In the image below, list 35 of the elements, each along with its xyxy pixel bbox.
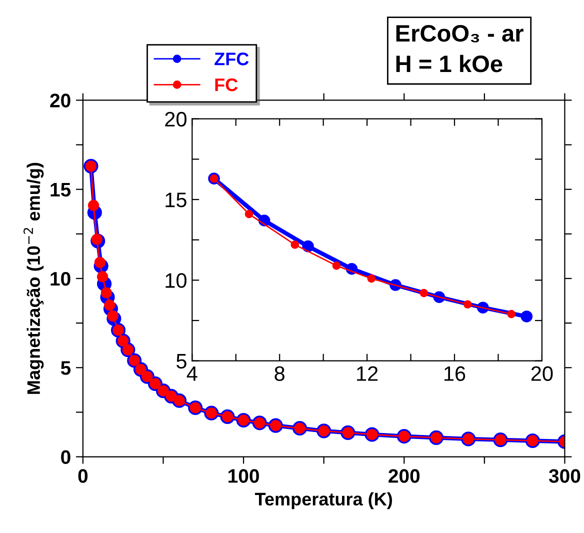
point — [244, 210, 254, 218]
y-tick-label: 10 — [166, 273, 186, 288]
x-tick-label: 300 — [548, 469, 580, 483]
point — [96, 271, 108, 282]
point — [507, 310, 516, 318]
x-tick-label: 4 — [186, 366, 198, 381]
x-axis-title: Temperatura (K) — [254, 492, 392, 510]
y-tick-label: 5 — [60, 361, 71, 375]
point — [463, 300, 472, 309]
point — [290, 240, 300, 249]
point — [88, 200, 100, 211]
point — [332, 261, 341, 270]
text: ErCoO₃ - ar H = 1 kOe — [396, 24, 524, 72]
y-tick-label: 0 — [61, 450, 70, 464]
point — [302, 240, 314, 252]
x-tick-label: 200 — [388, 469, 420, 483]
x-tick-label: 100 — [228, 469, 259, 483]
y-tick-label: 10 — [50, 272, 70, 286]
x-tick-label: 16 — [444, 366, 466, 382]
y-tick-label: 5 — [176, 354, 186, 369]
point — [367, 274, 376, 283]
x-tick-label: 12 — [357, 366, 378, 381]
point — [420, 288, 428, 298]
y-tick-label: 20 — [165, 112, 186, 127]
y-tick-label: 20 — [50, 94, 70, 108]
legend-label: FC — [215, 78, 238, 92]
x-tick-label: 8 — [274, 366, 284, 382]
legend-label: ZFC — [214, 52, 249, 66]
x-tick-label: 20 — [531, 366, 553, 382]
y-tick-label: 15 — [50, 183, 71, 197]
x-tick-label: 0 — [78, 469, 88, 483]
point — [520, 310, 533, 322]
point — [94, 256, 106, 268]
y-axis-title: Magnetização (10$^{−2}$ emu/g) — [24, 162, 44, 394]
y-tick-label: 15 — [166, 192, 186, 208]
